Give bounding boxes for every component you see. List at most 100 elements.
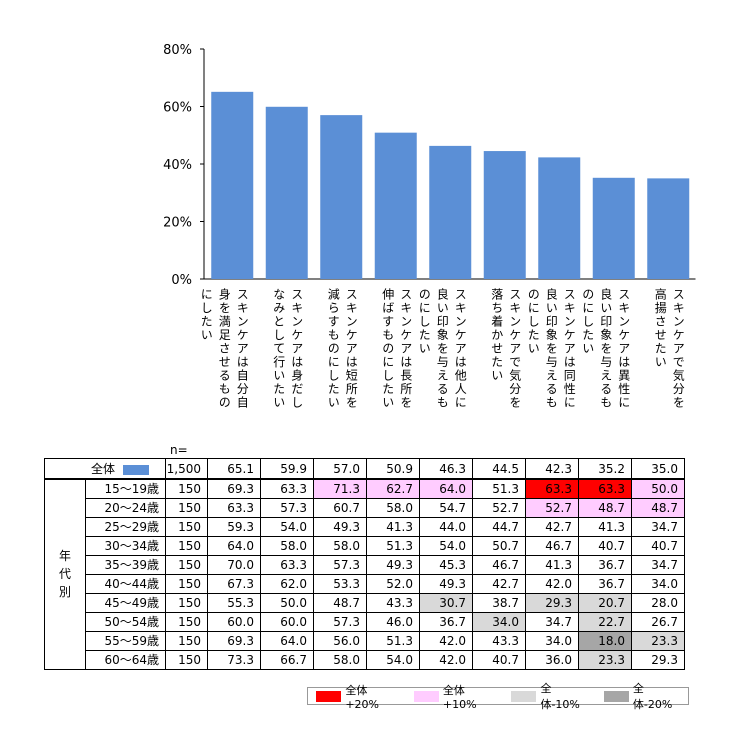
value-cell: 42.0: [419, 630, 473, 651]
value-cell: 70.0: [207, 554, 261, 575]
value-cell: 23.3: [578, 649, 632, 670]
table-row: 40～44歳 150 67.3 62.0 53.3 52.0 49.3 42.7 42.0 36.…: [45, 573, 685, 594]
category-label-7: スキンケアは同性に 良い印象を与えるも のにしたい: [524, 288, 578, 446]
value-cell: 64.0: [419, 478, 473, 499]
value-cell: 50.9: [366, 458, 420, 480]
age-label: 45～49歳: [85, 592, 166, 613]
value-cell: 29.3: [525, 592, 579, 613]
value-cell: 60.0: [260, 611, 314, 632]
category-label-line: スキンケアで気分を: [507, 288, 522, 410]
y-tick-label: 60%: [163, 101, 192, 116]
value-cell: 50.0: [260, 592, 314, 613]
value-cell: 65.1: [207, 458, 261, 480]
bar-5: [429, 145, 472, 279]
n-cell: 150: [165, 611, 208, 632]
value-cell: 52.0: [366, 573, 420, 594]
value-cell: 36.7: [578, 573, 632, 594]
value-cell: 46.0: [366, 611, 420, 632]
bar-chart: 0% 20% 40% 60% 80%: [163, 43, 696, 288]
legend-item: 全体-10%: [511, 680, 589, 712]
value-cell: 20.7: [578, 592, 632, 613]
age-label: 55～59歳: [85, 630, 166, 651]
age-label: 30～34歳: [85, 535, 166, 556]
value-cell: 36.7: [419, 611, 473, 632]
y-tick-label: 0%: [171, 273, 192, 288]
value-cell: 49.3: [313, 516, 367, 537]
value-cell: 73.3: [207, 649, 261, 670]
value-cell: 51.3: [472, 478, 526, 499]
value-cell: 44.7: [472, 516, 526, 537]
value-cell: 51.3: [366, 535, 420, 556]
bar-7: [538, 157, 581, 279]
value-cell: 42.3: [525, 458, 579, 480]
category-label-line: なみとして行いたい: [271, 288, 286, 410]
value-cell: 44.5: [472, 458, 526, 480]
category-label-4: スキンケアは長所を 伸ばすものにしたい: [379, 288, 415, 446]
bar-6: [483, 151, 526, 279]
category-label-line: 身を満足させるもの: [217, 288, 232, 410]
category-label-line: スキンケアは自分自: [235, 288, 250, 410]
value-cell: 46.3: [419, 458, 473, 480]
value-cell: 62.0: [260, 573, 314, 594]
value-cell: 57.3: [313, 554, 367, 575]
n-cell: 150: [165, 649, 208, 670]
category-label-line: スキンケアは長所を: [398, 288, 413, 410]
category-label-line: スキンケアは他人に: [453, 288, 468, 410]
total-swatch: [123, 464, 150, 475]
value-cell: 34.0: [472, 611, 526, 632]
value-cell: 26.7: [631, 611, 685, 632]
value-cell: 46.7: [525, 535, 579, 556]
legend: 全体+20% 全体+10% 全体-10% 全体-20%: [307, 682, 689, 711]
value-cell: 57.3: [313, 611, 367, 632]
value-cell: 35.2: [578, 458, 632, 480]
value-cell: 36.0: [525, 649, 579, 670]
legend-label: 全体+10%: [442, 683, 477, 711]
value-cell: 40.7: [578, 535, 632, 556]
legend-label: 全体-10%: [540, 682, 580, 711]
value-cell: 60.0: [207, 611, 261, 632]
value-cell: 59.3: [207, 516, 261, 537]
value-cell: 34.7: [631, 554, 685, 575]
value-cell: 41.3: [366, 516, 420, 537]
value-cell: 34.7: [525, 611, 579, 632]
value-cell: 38.7: [472, 592, 526, 613]
category-label-line: 良い印象を与えるも: [544, 288, 559, 410]
value-cell: 66.7: [260, 649, 314, 670]
value-cell: 44.0: [419, 516, 473, 537]
table-row: 年代別 15～19歳 150 69.3 63.3 71.3 62.7 64.0 51.3 63.3…: [44, 478, 685, 670]
value-cell: 54.0: [419, 535, 473, 556]
category-label-8: スキンケアは異性に 良い印象を与えるも のにしたい: [579, 288, 633, 446]
table-row: 60～64歳 150 73.3 66.7 58.0 54.0 42.0 40.7 36.0 23.…: [45, 649, 685, 670]
value-cell: 45.3: [419, 554, 473, 575]
category-label-line: にしたい: [199, 288, 214, 342]
table-row: 55～59歳 150 69.3 64.0 56.0 51.3 42.0 43.3 34.0 18.…: [45, 630, 685, 651]
value-cell: 58.0: [366, 497, 420, 518]
value-cell: 58.0: [313, 649, 367, 670]
value-cell: 30.7: [419, 592, 473, 613]
n-cell: 150: [165, 630, 208, 651]
value-cell: 53.3: [313, 573, 367, 594]
table-row: 45～49歳 150 55.3 50.0 48.7 43.3 30.7 38.7 29.3 20.…: [45, 592, 685, 613]
value-cell: 71.3: [313, 478, 367, 499]
category-label-line: 良い印象を与えるも: [435, 288, 450, 410]
value-cell: 57.3: [260, 497, 314, 518]
value-cell: 69.3: [207, 630, 261, 651]
value-cell: 56.0: [313, 630, 367, 651]
category-label-line: スキンケアは同性に: [562, 288, 577, 410]
n-cell: 150: [165, 497, 208, 518]
value-cell: 54.0: [260, 516, 314, 537]
category-label-line: のにしたい: [580, 288, 595, 356]
category-label-line: 落ち着かせたい: [489, 288, 504, 383]
category-label-6: スキンケアで気分を 落ち着かせたい: [488, 288, 524, 446]
value-cell: 63.3: [207, 497, 261, 518]
bar-1: [211, 91, 254, 280]
value-cell: 57.0: [313, 458, 367, 480]
y-tick-label: 40%: [163, 158, 192, 173]
category-label-line: スキンケアで気分を: [671, 288, 686, 410]
value-cell: 28.0: [631, 592, 685, 613]
value-cell: 59.9: [260, 458, 314, 480]
category-label-1: スキンケアは自分自 身を満足させるもの にしたい: [197, 288, 251, 446]
category-label-line: 高揚させたい: [653, 288, 668, 369]
category-label-5: スキンケアは他人に 良い印象を与えるも のにしたい: [415, 288, 469, 446]
age-label: 50～54歳: [85, 611, 166, 632]
